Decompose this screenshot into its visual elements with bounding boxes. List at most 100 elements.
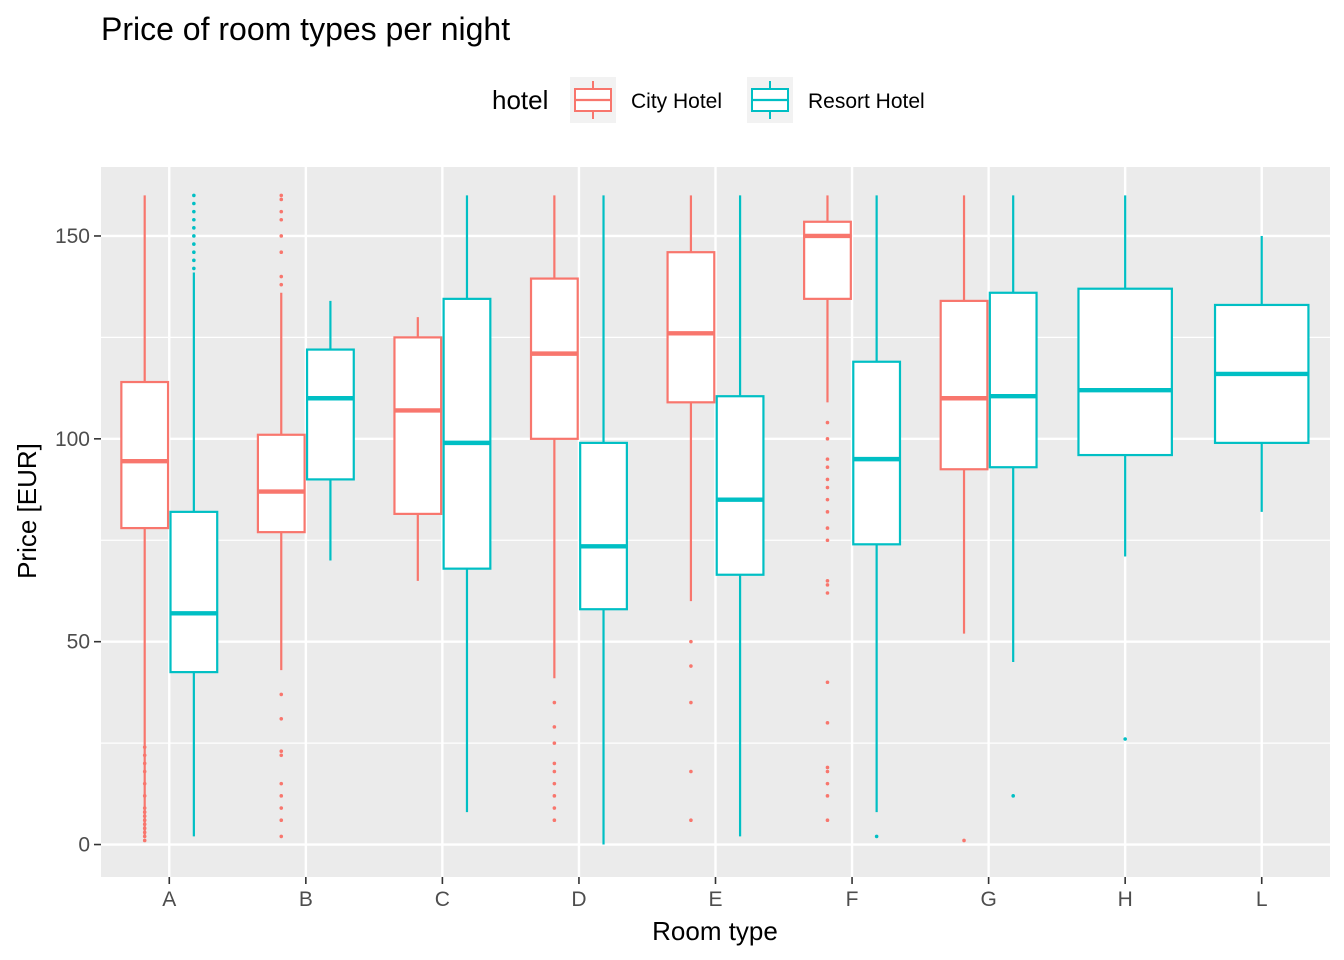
outlier-point (689, 700, 693, 705)
box-iqr (529, 277, 579, 440)
outlier-point (825, 526, 830, 530)
grid-major (101, 167, 1330, 877)
outlier-point (142, 753, 147, 758)
outlier-point (1011, 794, 1015, 798)
legend-label: City Hotel (631, 90, 722, 113)
outlier-point (552, 769, 557, 774)
outlier-point (689, 664, 693, 668)
outlier-point (192, 250, 196, 254)
outlier-point (825, 680, 830, 685)
outlier-point (192, 209, 196, 214)
box-iqr (120, 380, 170, 530)
outlier-point (279, 806, 284, 810)
outlier-point (279, 274, 284, 279)
outlier-point (825, 794, 830, 798)
box-iqr (579, 441, 628, 611)
y-tick-label: 50 (67, 631, 90, 654)
outlier-point (192, 242, 196, 246)
outlier-point (142, 806, 147, 810)
outlier-point (192, 234, 196, 238)
outlier-point (142, 834, 147, 839)
box-iqr (305, 348, 355, 481)
box-city-hotel-D (529, 195, 579, 822)
box-resort-hotel-D (579, 195, 628, 845)
x-tick-label: L (1256, 888, 1268, 911)
outlier-point (552, 725, 557, 729)
outlier-point (279, 250, 284, 254)
outlier-point (142, 769, 147, 774)
chart-title: Price of room types per night (101, 11, 510, 47)
outlier-point (825, 583, 830, 587)
box-city-hotel-B (256, 193, 306, 839)
outlier-point (825, 485, 830, 490)
outlier-point (142, 838, 147, 843)
outlier-point (825, 510, 830, 514)
outlier-point (825, 765, 830, 770)
box-city-hotel-C (393, 317, 443, 581)
outlier-point (825, 538, 830, 543)
x-tick-label: G (980, 888, 996, 911)
outlier-point (142, 830, 147, 835)
box-iqr (988, 291, 1038, 469)
outlier-point (142, 745, 147, 749)
outlier-point (825, 457, 830, 461)
outlier-point (192, 258, 196, 263)
outlier-point (192, 201, 196, 206)
outlier-point (279, 234, 284, 238)
x-tick-label: B (299, 888, 313, 911)
x-tick-label: A (162, 888, 176, 911)
box-resort-hotel-A (169, 193, 219, 837)
legend: hotel City Hotel Resort Hotel (492, 77, 925, 123)
outlier-point (825, 497, 830, 502)
y-axis: 0 50 100 150 (55, 225, 101, 857)
outlier-point (825, 579, 830, 583)
outlier-point (192, 226, 196, 230)
box-resort-hotel-E (715, 195, 765, 837)
legend-label: Resort Hotel (808, 90, 925, 113)
outlier-point (825, 437, 830, 441)
outlier-point (142, 814, 147, 818)
box-city-hotel-F (803, 195, 852, 822)
outlier-point (689, 818, 693, 822)
outlier-point (279, 716, 284, 721)
outlier-point (689, 769, 693, 774)
x-tick-label: F (846, 888, 859, 911)
outlier-point (279, 282, 284, 287)
outlier-point (279, 217, 284, 222)
outlier-point (142, 822, 147, 827)
box-city-hotel-G (939, 195, 989, 843)
y-tick-label: 0 (78, 834, 90, 857)
outlier-point (825, 477, 830, 482)
outlier-point (279, 193, 284, 198)
legend-item-city-hotel: City Hotel (570, 77, 722, 123)
x-tick-label: H (1118, 888, 1133, 911)
outlier-point (552, 761, 557, 766)
outlier-point (552, 818, 557, 822)
box-iqr (666, 251, 716, 404)
legend-title: hotel (492, 85, 548, 115)
outlier-point (552, 781, 557, 786)
outlier-point (552, 741, 557, 745)
box-iqr (852, 360, 902, 546)
box-iqr (803, 220, 852, 300)
outlier-point (142, 810, 147, 814)
outlier-point (279, 834, 284, 839)
outlier-point (279, 749, 284, 754)
outlier-point (279, 692, 284, 697)
box-iqr (939, 299, 989, 471)
outlier-point (279, 197, 284, 202)
box-iqr (169, 510, 219, 674)
box-resort-hotel-H (1077, 195, 1173, 741)
outlier-point (825, 769, 830, 774)
outlier-point (962, 838, 966, 843)
outlier-point (279, 818, 284, 822)
box-iqr (1077, 287, 1173, 457)
outlier-point (825, 591, 830, 595)
box-iqr (393, 336, 443, 515)
box-iqr (442, 297, 492, 570)
box-iqr (256, 433, 306, 534)
outlier-point (279, 794, 284, 798)
